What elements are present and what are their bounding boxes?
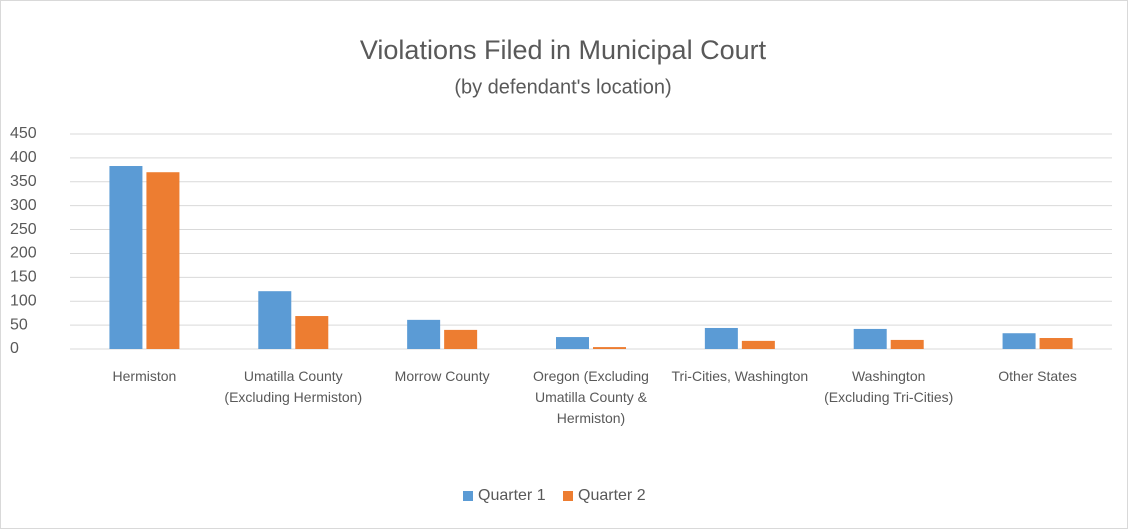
legend-swatch xyxy=(563,491,573,501)
y-tick-label: 100 xyxy=(10,292,37,309)
x-tick-label: Oregon (Excluding Umatilla County & Herm… xyxy=(533,368,649,426)
bar xyxy=(1039,338,1073,349)
bar xyxy=(556,337,589,349)
bar xyxy=(258,291,292,349)
y-tick-label: 300 xyxy=(10,197,37,214)
legend-label: Quarter 1 xyxy=(478,487,546,504)
y-tick-label: 50 xyxy=(10,316,28,333)
x-tick-label: Hermiston xyxy=(112,368,177,384)
x-tick-label: Umatilla County (Excluding Hermiston) xyxy=(224,368,363,405)
y-tick-label: 150 xyxy=(10,269,37,286)
y-tick-label: 0 xyxy=(10,340,19,357)
bar xyxy=(109,166,143,349)
y-tick-label: 200 xyxy=(10,245,37,262)
bar xyxy=(295,316,329,349)
bar xyxy=(741,340,775,349)
bar xyxy=(890,339,924,349)
y-tick-label: 350 xyxy=(10,173,37,190)
x-tick-label: Morrow County xyxy=(394,368,490,384)
bar xyxy=(407,319,441,349)
y-tick-label: 250 xyxy=(10,221,37,238)
x-tick-label: Washington (Excluding Tri-Cities) xyxy=(824,368,954,405)
x-tick-label: Other States xyxy=(998,368,1077,384)
legend-label: Quarter 2 xyxy=(578,487,646,504)
chart-title: Violations Filed in Municipal Court xyxy=(360,35,767,65)
y-tick-label: 450 xyxy=(10,125,37,142)
bar xyxy=(704,327,738,349)
x-tick-label: Tri-Cities, Washington xyxy=(671,368,809,384)
bar xyxy=(593,347,626,349)
bar xyxy=(444,329,478,349)
y-tick-label: 400 xyxy=(10,149,37,166)
bar xyxy=(1002,333,1036,349)
bar xyxy=(853,328,887,349)
legend-swatch xyxy=(463,491,473,501)
chart-subtitle: (by defendant's location) xyxy=(454,76,671,98)
bar xyxy=(146,172,180,349)
